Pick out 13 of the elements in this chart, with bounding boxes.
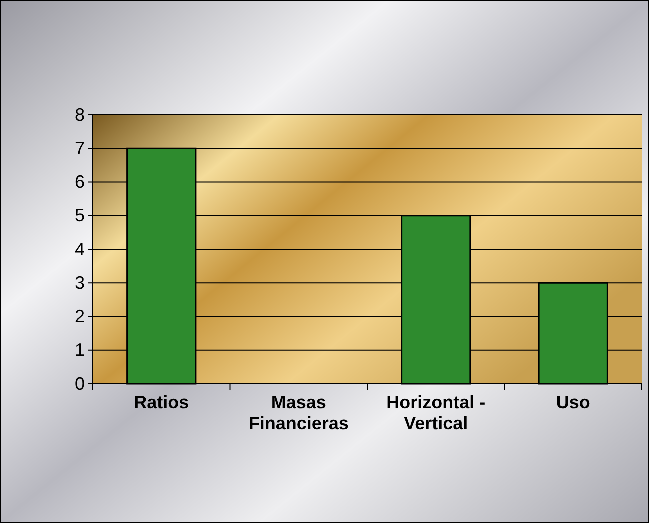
y-tick-label: 6 [74, 172, 85, 192]
x-tick-label: Horizontal - Vertical [386, 392, 486, 434]
x-tick-label: Uso [556, 392, 590, 413]
y-tick-label: 2 [74, 306, 85, 327]
y-tick-label: 8 [74, 104, 85, 125]
y-tick-label: 3 [74, 272, 85, 293]
y-tick-label: 5 [74, 206, 85, 226]
y-tick-label: 4 [74, 239, 85, 260]
y-tick-label: 7 [74, 138, 85, 158]
y-tick-label: 1 [74, 340, 85, 360]
x-tick-label: Ratios [134, 392, 190, 413]
x-tick-label: Masas Financieras [248, 392, 349, 434]
y-tick-label: 0 [74, 374, 85, 394]
